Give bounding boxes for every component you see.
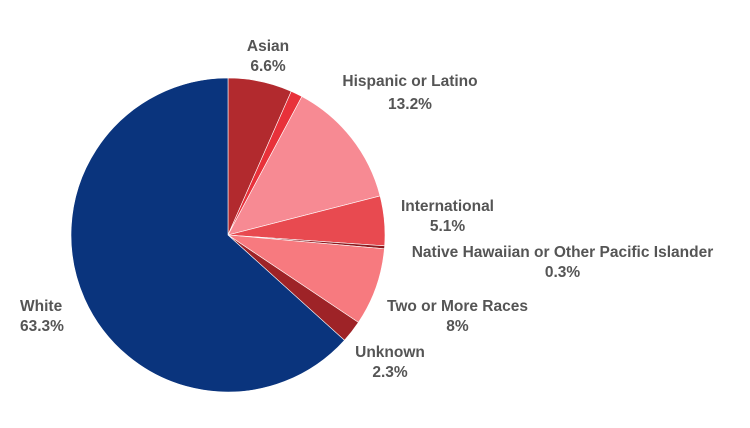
label-hispanic-or-latino: Hispanic or Latino 13.2% [342,73,478,113]
label-asian: Asian 6.6% [246,38,290,75]
pie-slices [70,77,386,393]
label-international: International 5.1% [400,198,494,235]
pie-slice-hispanic-or-latino-2 [227,96,381,236]
label-unknown: Unknown 2.3% [355,344,425,381]
label-native-hawaiian: Native Hawaiian or Other Pacific Islande… [411,244,714,281]
label-white: White 63.3% [20,298,64,335]
label-two-or-more-races: Two or More Races 8% [387,298,528,335]
pie-slice-white-7 [70,77,345,393]
